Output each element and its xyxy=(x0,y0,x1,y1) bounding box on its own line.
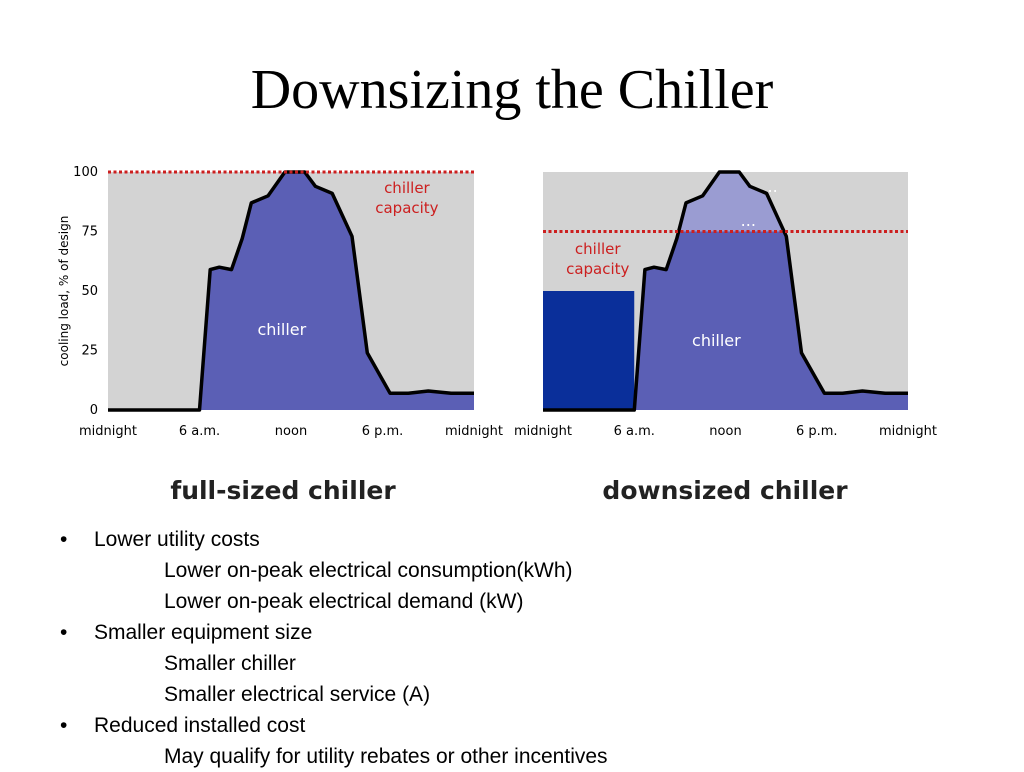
bullet-item: Lower utility costs xyxy=(58,524,998,555)
y-tick-label: 25 xyxy=(81,344,98,359)
chart-title: downsized chiller xyxy=(602,476,848,505)
capacity-label: chiller xyxy=(575,240,621,258)
chiller-area-label: chiller xyxy=(257,320,306,339)
sub-bullet-item: Lower on-peak electrical consumption(kWh… xyxy=(164,559,573,582)
capacity-label: chiller xyxy=(384,179,430,197)
x-tick-label: noon xyxy=(709,424,741,439)
chiller-area xyxy=(108,172,474,410)
bullet-list: Lower utility costs Lower on-peak electri… xyxy=(58,524,998,772)
y-tick-label: 100 xyxy=(73,165,98,180)
bullet-item: Reduced installed cost xyxy=(58,710,998,741)
chart-panel: chiller capacity chiller midnight 6 a.m. noon… xyxy=(57,165,937,505)
x-tick-label: midnight xyxy=(445,424,503,439)
capacity-label: capacity xyxy=(566,260,629,278)
chiller-area-label: chiller xyxy=(692,331,741,350)
load-profile-line xyxy=(108,170,474,412)
slide-title: Downsizing the Chiller xyxy=(250,59,774,121)
y-tick-label: 0 xyxy=(90,403,98,418)
x-tick-label: 6 p.m. xyxy=(362,424,404,439)
x-tick-label: noon xyxy=(275,424,307,439)
sub-bullet-item: Lower on-peak electrical demand (kW) xyxy=(164,590,524,613)
x-tick-label: midnight xyxy=(879,424,937,439)
capacity-label: capacity xyxy=(375,199,438,217)
bullet-item: Smaller equipment size xyxy=(58,617,998,648)
chiller-area xyxy=(543,231,908,410)
storage-label: ... xyxy=(741,211,756,230)
sub-bullet-item: May qualify for utility rebates or other… xyxy=(164,745,608,768)
full-sized-chiller-chart: chiller capacity chiller midnight 6 a.m. noon… xyxy=(57,165,503,505)
load-profile-line xyxy=(543,170,908,412)
y-tick-label: 75 xyxy=(81,225,98,240)
x-tick-label: 6 p.m. xyxy=(796,424,838,439)
x-tick-label: midnight xyxy=(79,424,137,439)
chart-title: full-sized chiller xyxy=(170,476,396,505)
sub-bullet-item: Smaller electrical service (A) xyxy=(164,683,431,706)
y-tick-label: 50 xyxy=(81,284,98,299)
x-tick-label: 6 a.m. xyxy=(179,424,220,439)
storage-label: .. xyxy=(768,177,778,196)
downsized-chiller-chart: chiller capacity chiller..... midnight 6 a.m… xyxy=(514,170,937,505)
sub-bullet-item: Smaller chiller xyxy=(164,652,296,675)
x-tick-label: 6 a.m. xyxy=(614,424,655,439)
ice-storage-block xyxy=(543,291,635,410)
x-tick-label: midnight xyxy=(514,424,572,439)
y-axis-title: cooling load, % of design xyxy=(57,216,71,367)
